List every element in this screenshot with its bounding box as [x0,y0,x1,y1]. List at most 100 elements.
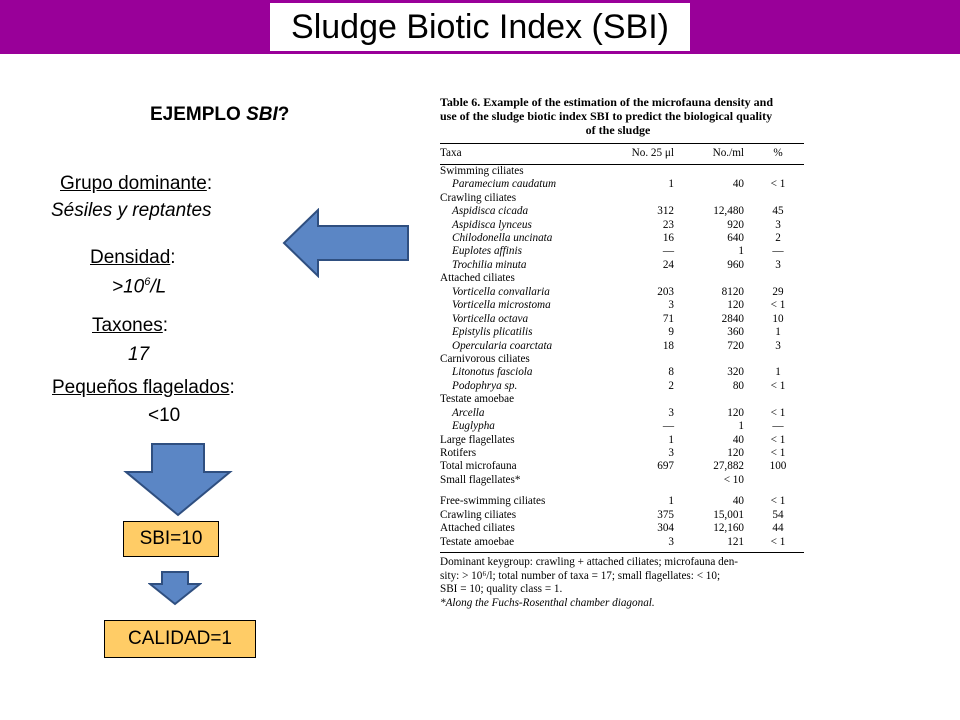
cell-pct: 10 [772,312,784,325]
cell-taxon: Rotifers [440,447,477,460]
cell-pct: 3 [775,258,781,271]
cell-taxon: Aspidisca cicada [452,205,529,218]
taxa-value: 17 [128,344,150,365]
cell-no25 [620,393,682,406]
cell-taxon: Arcella [452,406,485,419]
small-flagellates-label: Pequeños flagelados: [52,377,235,398]
cell-pct: 1 [775,366,781,379]
cell-taxon: Crawling ciliates [440,191,517,204]
cell-noml: 12,480 [713,205,744,218]
cell-pct: < 1 [770,495,786,508]
cell-pct: < 1 [770,299,786,312]
cell-noml: 120 [727,406,744,419]
table-row: Podophrya sp. 2 80 < 1 [440,380,804,393]
cell-taxon: Testate amoebae [440,535,515,548]
table-row: Vorticella convallaria 203 8120 29 [440,286,804,299]
cell-noml: 640 [727,232,744,245]
cell-no25: 312 [657,205,674,218]
cell-taxon: Opercularia coarctata [452,339,553,352]
cell-pct: 3 [775,218,781,231]
table-caption: Table 6. Example of the estimation of th… [440,95,774,137]
cell-no25: 9 [668,326,674,339]
cell-no25 [620,474,682,487]
header-pct: % [773,147,783,160]
cell-pct [752,192,804,205]
cell-no25 [620,353,682,366]
cell-pct: 100 [769,460,787,473]
cell-pct: — [772,420,784,433]
table-row: Litonotus fasciola 8 320 1 [440,366,804,379]
cell-noml [682,272,752,285]
down-arrow-icon [123,443,233,517]
cell-no25: 203 [657,285,674,298]
page-title: Sludge Biotic Index (SBI) [270,3,690,51]
table-row: Vorticella microstoma 3 120 < 1 [440,299,804,312]
cell-pct: 1 [775,326,781,339]
cell-taxon: Attached ciliates [440,272,515,285]
table-bottom-rule [440,552,804,554]
cell-no25: 3 [668,299,674,312]
sbi-result-box: SBI=10 [123,521,219,557]
cell-taxon: Testate amoebae [440,393,515,406]
table-row: Large flagellates 1 40 < 1 [440,434,804,447]
cell-no25: 16 [662,232,674,245]
table-row: Epistylis plicatilis 9 360 1 [440,326,804,339]
cell-pct: < 1 [770,406,786,419]
cell-pct: — [772,245,784,258]
cell-taxon: Total microfauna [440,460,517,473]
cell-taxon: Swimming ciliates [440,164,524,177]
cell-no25 [620,192,682,205]
taxa-table: Taxa No. 25 μl No./ml % Swimming ciliate… [440,144,804,549]
small-flagellates-value: <10 [148,405,181,426]
table-row: Euglypha — 1 — [440,420,804,433]
cell-pct: < 1 [770,535,786,548]
cell-noml: 320 [727,366,744,379]
example-heading: EJEMPLO SBI? [150,104,290,125]
cell-pct [752,165,804,178]
cell-taxon: Crawling ciliates [440,508,517,521]
cell-no25: 1 [668,178,674,191]
quality-result-box: CALIDAD=1 [104,620,256,658]
cell-no25: 3 [668,447,674,460]
cell-noml: < 10 [723,473,744,486]
cell-taxon: Podophrya sp. [452,379,518,392]
cell-pct: 3 [775,339,781,352]
table-row: Crawling ciliates [440,192,804,205]
cell-pct [752,272,804,285]
table-header-row: Taxa No. 25 μl No./ml % [440,144,804,163]
cell-no25: 71 [662,312,674,325]
taxa-label: Taxones: [92,315,169,336]
header-taxa: Taxa [440,147,462,160]
cell-pct [752,393,804,406]
cell-noml: 120 [727,299,744,312]
cell-taxon: Vorticella octava [452,312,529,325]
cell-taxon: Epistylis plicatilis [452,326,533,339]
cell-no25: 23 [662,218,674,231]
cell-pct [752,474,804,487]
cell-pct: 44 [772,522,784,535]
cell-no25: 3 [668,406,674,419]
cell-noml: 12,160 [713,522,744,535]
cell-noml: 27,882 [713,460,744,473]
cell-noml: 120 [727,447,744,460]
cell-noml [682,165,752,178]
cell-no25: 8 [668,366,674,379]
cell-noml: 40 [732,433,744,446]
cell-noml: 80 [732,379,744,392]
cell-no25: 697 [657,460,674,473]
cell-noml: 8120 [721,285,744,298]
cell-taxon: Vorticella convallaria [452,285,550,298]
cell-noml: 2840 [721,312,744,325]
dominant-group-value: Sésiles y reptantes [51,200,212,221]
cell-taxon: Large flagellates [440,433,515,446]
table-row: Paramecium caudatum 1 40 < 1 [440,178,804,191]
cell-no25: 18 [662,339,674,352]
density-value: >106/L [112,276,167,298]
cell-taxon: Chilodonella uncinata [452,232,553,245]
table-row: Attached ciliates [440,272,804,285]
cell-taxon: Paramecium caudatum [452,178,557,191]
cell-pct: 45 [772,205,784,218]
cell-taxon: Litonotus fasciola [452,366,533,379]
cell-no25: 1 [668,433,674,446]
left-arrow-icon [282,208,409,278]
